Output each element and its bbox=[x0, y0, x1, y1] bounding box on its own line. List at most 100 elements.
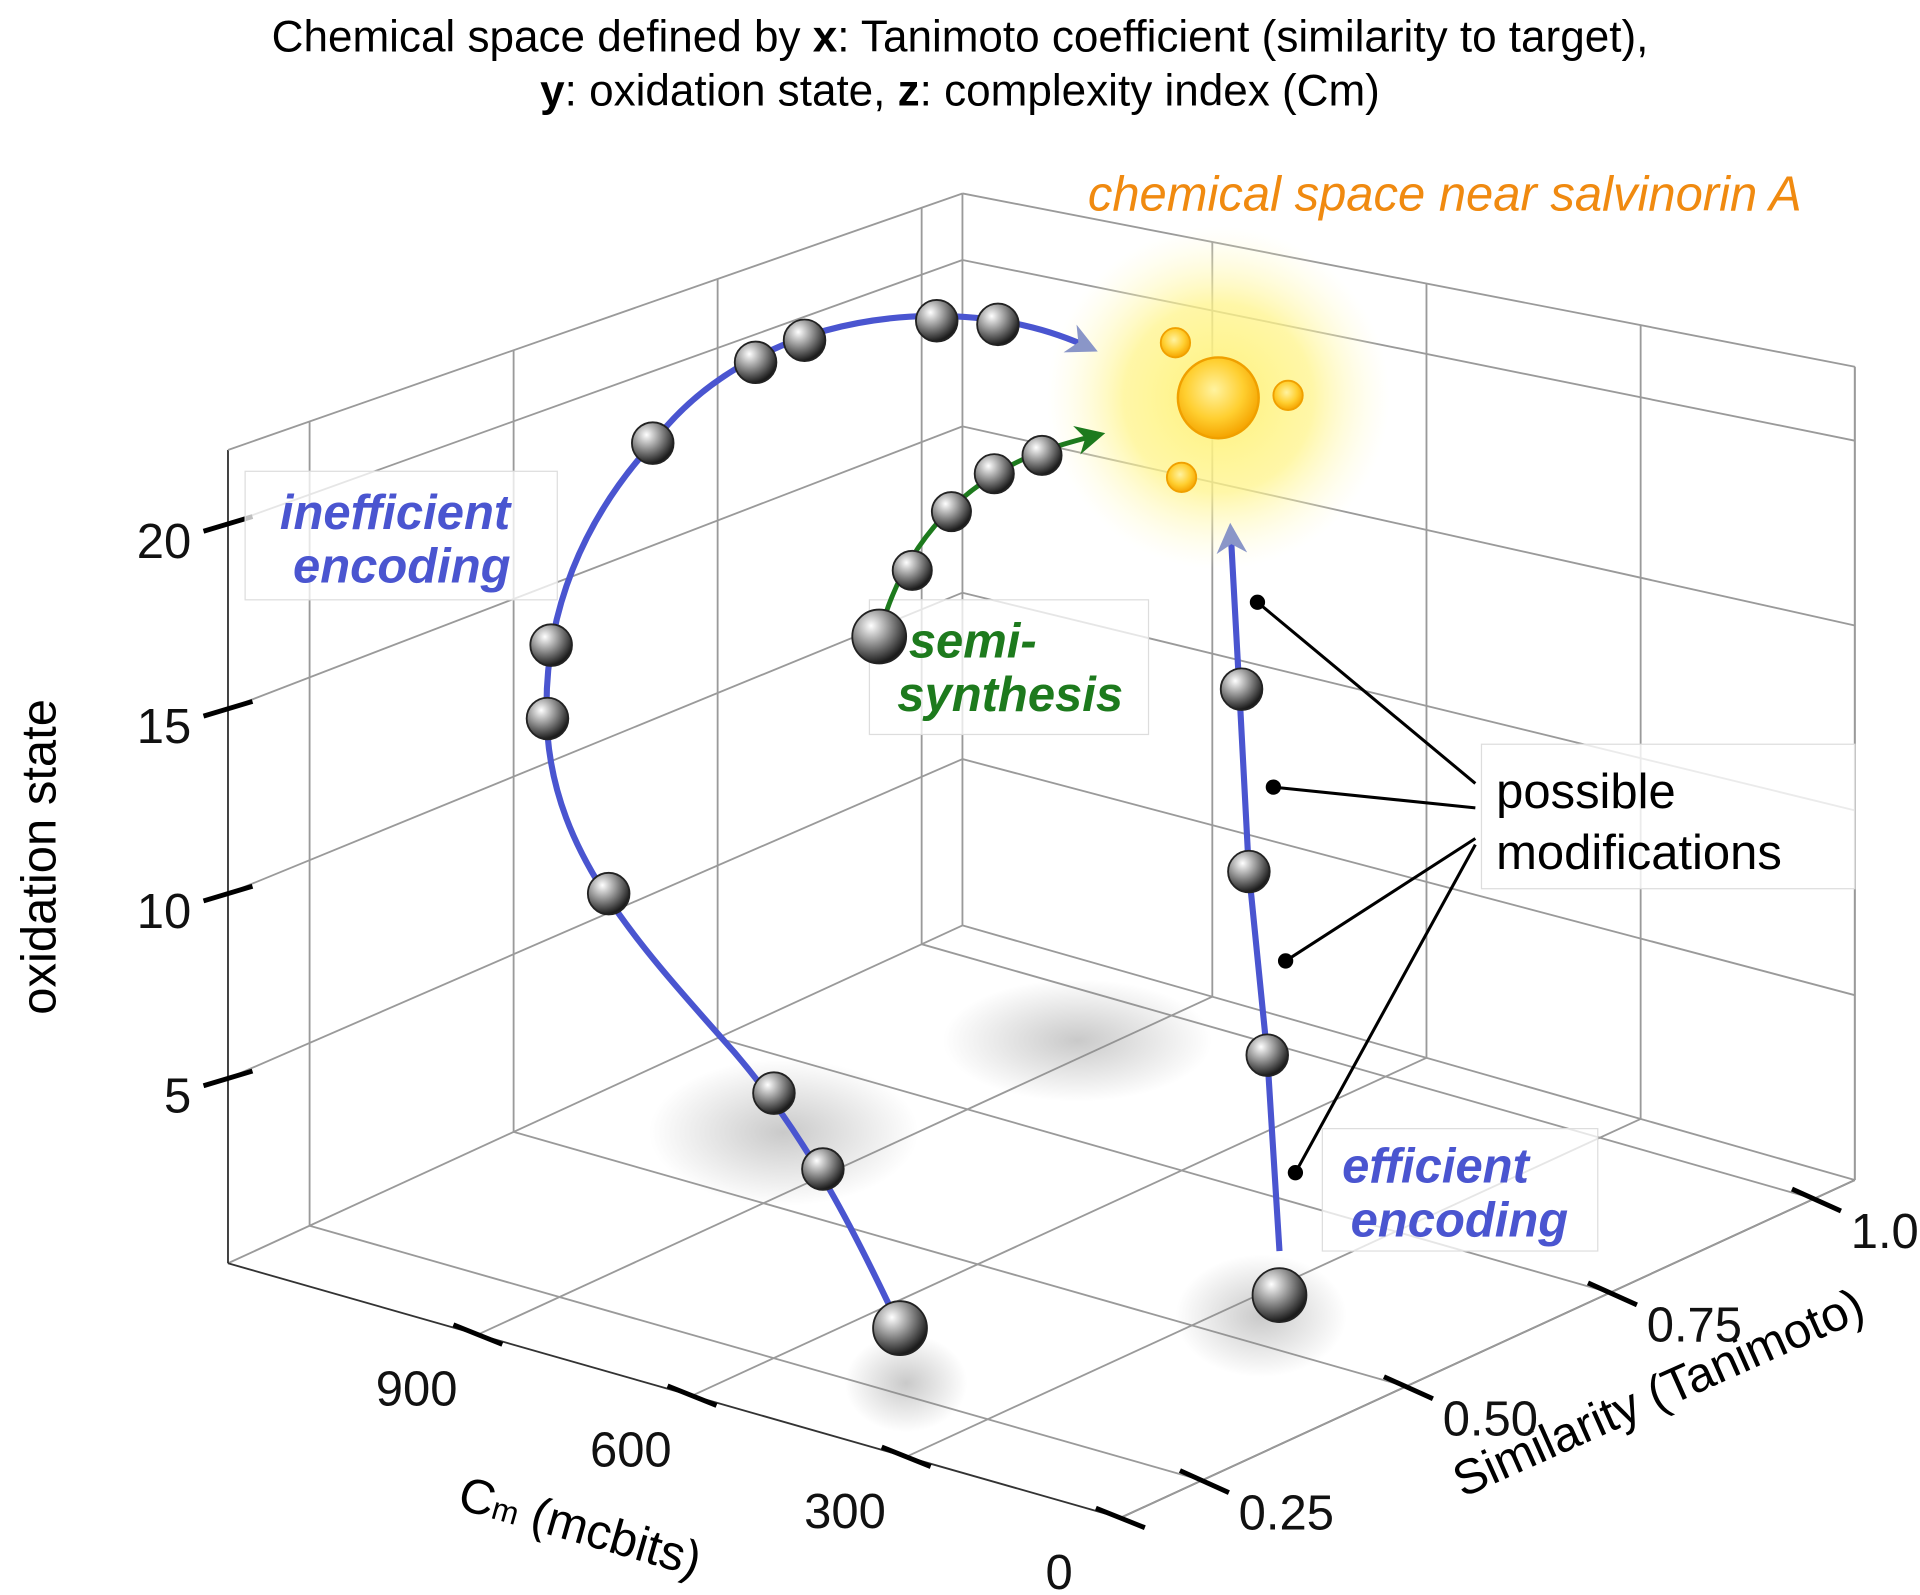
pointer bbox=[1294, 843, 1477, 1174]
axis-edge bbox=[962, 192, 1855, 368]
y-axis-label: oxidation state bbox=[12, 699, 66, 1015]
pointer bbox=[1256, 601, 1477, 785]
axis-edge bbox=[227, 192, 963, 451]
tick-mark bbox=[202, 883, 254, 904]
tick-mark bbox=[1382, 1374, 1434, 1401]
molecule bbox=[733, 340, 778, 385]
tick-mark bbox=[202, 1068, 254, 1089]
neighbor-marker bbox=[1159, 327, 1192, 359]
label-box bbox=[868, 599, 1150, 736]
molecule bbox=[1251, 1267, 1308, 1323]
molecule bbox=[1219, 667, 1264, 711]
molecule bbox=[586, 871, 631, 916]
title-part: Chemical space defined by bbox=[272, 12, 813, 61]
neighbor-marker bbox=[1272, 379, 1304, 411]
axis-edge bbox=[227, 924, 963, 1265]
molecule bbox=[1245, 1033, 1289, 1077]
grid-line bbox=[1119, 1179, 1856, 1519]
molecule bbox=[976, 302, 1020, 347]
title-part: x bbox=[813, 12, 838, 61]
target-marker bbox=[1176, 356, 1260, 440]
x-tick-label: 900 bbox=[376, 1363, 458, 1417]
label-box bbox=[1321, 1128, 1599, 1252]
annotation-line: semi- bbox=[909, 614, 1037, 668]
annotation: possible modifications bbox=[1496, 765, 1782, 880]
annotation: efficient encoding bbox=[1342, 1139, 1568, 1247]
modification-dot bbox=[1249, 594, 1266, 610]
molecule bbox=[872, 1300, 928, 1356]
x-axis-label: Cm (mcbits) bbox=[453, 1467, 708, 1588]
neighbor-marker bbox=[1165, 461, 1198, 494]
molecule bbox=[915, 298, 959, 343]
annotation-line: encoding bbox=[1351, 1193, 1569, 1247]
molecule bbox=[631, 421, 675, 465]
pointer bbox=[1273, 785, 1476, 810]
label-box bbox=[1480, 743, 1856, 890]
title-part: y bbox=[540, 66, 565, 115]
molecule bbox=[891, 549, 933, 591]
grid-line bbox=[691, 1056, 1427, 1397]
tick-mark bbox=[1178, 1468, 1230, 1495]
axis-edge bbox=[962, 924, 1856, 1181]
molecule bbox=[782, 318, 827, 363]
grid-line bbox=[227, 758, 963, 1080]
annotation-line: synthesis bbox=[897, 668, 1123, 722]
molecule bbox=[1227, 849, 1271, 894]
y-tick-label: 15 bbox=[137, 700, 191, 754]
modification-pointers bbox=[1249, 594, 1477, 1181]
x-tick-label: 300 bbox=[804, 1485, 886, 1539]
annotation: inefficient encoding bbox=[280, 486, 524, 594]
annotation-line: inefficient bbox=[280, 486, 512, 540]
annotation: chemical space near salvinorin A bbox=[1088, 168, 1802, 222]
molecules bbox=[525, 298, 1308, 1356]
title-part: : oxidation state, bbox=[565, 66, 898, 115]
title-part: z bbox=[898, 66, 920, 115]
y-tick-label: 10 bbox=[137, 885, 191, 939]
tick-mark bbox=[666, 1383, 718, 1408]
tick-mark bbox=[202, 699, 254, 719]
annotation: semi- synthesis bbox=[897, 614, 1123, 722]
z-tick-label: 0.25 bbox=[1239, 1486, 1334, 1540]
floor-shadow bbox=[649, 1058, 919, 1206]
floor-shadow bbox=[942, 979, 1213, 1102]
annotation-line: modifications bbox=[1496, 826, 1782, 880]
x-tick-label: 0 bbox=[1046, 1546, 1073, 1595]
z-tick-label: 0.75 bbox=[1647, 1299, 1742, 1353]
title-part: : complexity index (Cm) bbox=[920, 66, 1380, 115]
modification-dot bbox=[1277, 953, 1294, 969]
tick-mark bbox=[1094, 1505, 1146, 1530]
tick-mark bbox=[1586, 1280, 1638, 1308]
z-tick-label: 0.50 bbox=[1443, 1392, 1538, 1446]
label-box bbox=[244, 470, 558, 601]
molecule bbox=[801, 1147, 845, 1191]
z-tick-label: 1.0 bbox=[1851, 1205, 1919, 1259]
annotation-line: efficient bbox=[1342, 1139, 1530, 1193]
grid-line bbox=[227, 591, 963, 895]
grid-line bbox=[962, 758, 1856, 997]
x-tick-label: 600 bbox=[590, 1424, 672, 1478]
molecule bbox=[525, 696, 570, 741]
annotation-line: encoding bbox=[293, 540, 511, 594]
grid-line bbox=[309, 1224, 1203, 1482]
grid-line bbox=[227, 425, 963, 710]
axis-label-part: (mcbits) bbox=[512, 1484, 707, 1588]
molecule bbox=[973, 453, 1015, 495]
y-tick-label: 20 bbox=[137, 515, 191, 569]
chart-title: Chemical space defined by x: Tanimoto co… bbox=[272, 12, 1649, 115]
tick-mark bbox=[202, 514, 254, 534]
molecule bbox=[1021, 434, 1063, 476]
tick-mark bbox=[452, 1322, 504, 1347]
molecule bbox=[529, 623, 573, 667]
floor-shadow bbox=[844, 1334, 968, 1433]
molecule bbox=[930, 491, 972, 533]
y-tick-label: 5 bbox=[164, 1070, 191, 1124]
title-part: : Tanimoto coefficient (similarity to ta… bbox=[837, 12, 1648, 61]
modification-dot bbox=[1265, 779, 1282, 795]
molecule bbox=[851, 608, 908, 665]
modification-dot bbox=[1287, 1165, 1304, 1181]
illustration bbox=[244, 226, 1856, 1433]
tick-mark bbox=[880, 1444, 932, 1469]
tick-mark bbox=[1790, 1186, 1842, 1214]
